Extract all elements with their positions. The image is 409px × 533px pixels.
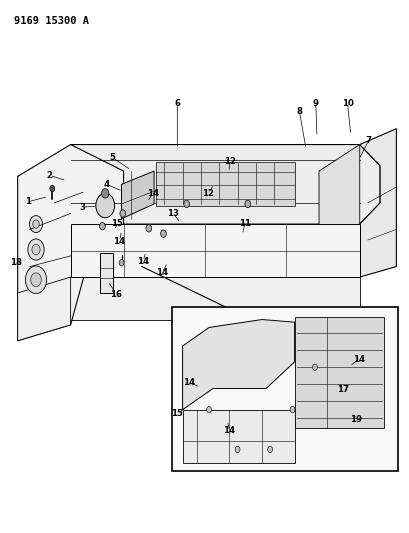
Circle shape [32,244,40,255]
Polygon shape [359,128,396,277]
Circle shape [267,446,272,453]
Circle shape [244,200,250,208]
Polygon shape [18,144,123,341]
Bar [172,308,398,471]
Text: 9169 15300 A: 9169 15300 A [13,16,88,26]
Text: 14: 14 [352,355,364,364]
Polygon shape [182,319,294,410]
Text: 7: 7 [365,136,371,145]
Polygon shape [182,410,294,463]
Circle shape [234,446,239,453]
Text: 13: 13 [167,209,179,218]
Circle shape [206,407,211,413]
Text: 14: 14 [137,257,149,265]
Circle shape [33,220,39,228]
Text: 5: 5 [109,153,115,162]
Text: 12: 12 [224,157,236,166]
Polygon shape [294,317,383,428]
Circle shape [31,273,41,287]
Circle shape [25,266,47,294]
Text: 18: 18 [10,258,22,266]
Text: 15: 15 [111,219,123,228]
Text: 8: 8 [296,107,302,116]
Text: 3: 3 [79,203,85,212]
Polygon shape [156,161,294,206]
Text: 11: 11 [238,219,250,228]
Text: 6: 6 [174,99,180,108]
Text: 19: 19 [350,415,362,424]
Text: 2: 2 [46,171,52,180]
Circle shape [96,193,115,217]
Circle shape [290,407,294,413]
Text: 9: 9 [312,99,318,108]
Circle shape [119,210,125,217]
Polygon shape [70,144,379,224]
Text: 14: 14 [223,426,235,435]
Polygon shape [70,224,359,277]
Text: 15: 15 [171,409,183,418]
Circle shape [28,239,44,260]
Text: 10: 10 [341,99,353,108]
Text: 14: 14 [156,268,168,277]
Text: 1: 1 [25,197,31,206]
Polygon shape [318,144,359,235]
Circle shape [119,260,124,266]
Polygon shape [121,171,154,219]
Polygon shape [70,277,359,319]
Circle shape [312,364,317,370]
Circle shape [160,230,166,237]
Text: 17: 17 [337,385,348,394]
Text: 14: 14 [113,237,125,246]
Circle shape [101,189,109,198]
Circle shape [146,224,151,232]
Circle shape [29,216,43,232]
Polygon shape [18,277,70,341]
Circle shape [183,200,189,208]
Circle shape [50,185,55,192]
Text: 14: 14 [183,377,195,386]
Text: 4: 4 [103,180,109,189]
Text: 14: 14 [146,189,159,198]
Polygon shape [100,253,112,293]
Text: 16: 16 [110,289,122,298]
Text: 12: 12 [202,189,214,198]
Circle shape [99,222,105,230]
